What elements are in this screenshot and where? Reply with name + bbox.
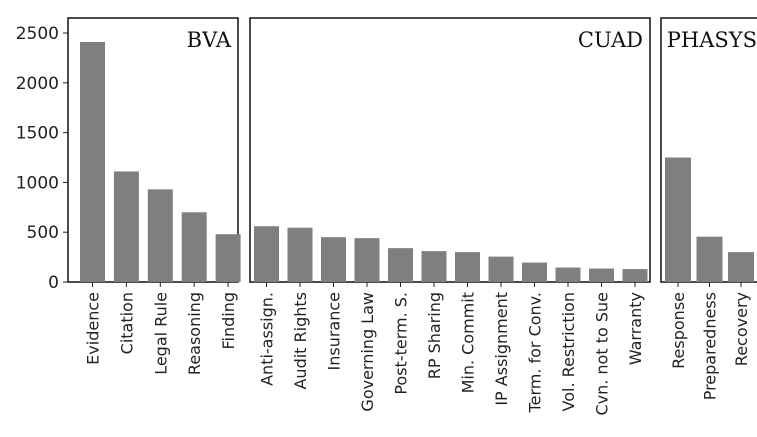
bar [665, 157, 691, 282]
y-axis: 0 500 1000 1500 2000 2500 [16, 24, 68, 293]
x-tick-label: Vol. Restriction [559, 292, 578, 411]
y-tick-label: 2500 [16, 24, 59, 44]
bar [555, 267, 581, 282]
x-tick-label: Anti-assign. [258, 292, 277, 386]
bar [728, 252, 754, 282]
x-tick-label: Governing Law [358, 292, 377, 412]
bar [321, 237, 346, 282]
bar [455, 252, 480, 282]
y-tick-label: 500 [27, 223, 59, 243]
bar [589, 268, 614, 282]
x-tick-label: Response [669, 292, 688, 369]
bar [522, 262, 547, 282]
bar [488, 256, 514, 282]
panel-title-bva: BVA [187, 28, 232, 52]
x-tick-label: Preparedness [701, 292, 720, 400]
y-tick-label: 1000 [16, 173, 59, 193]
panel-titles: BVA CUAD PHASYS [187, 28, 757, 52]
bar [254, 226, 279, 282]
x-tick-label: Insurance [325, 292, 344, 371]
bar [354, 238, 380, 282]
x-tick-label: Term. for Conv. [526, 292, 545, 413]
x-tick-label: Warranty [626, 292, 645, 365]
bar [181, 212, 207, 282]
bars [80, 41, 754, 282]
x-tick-label: Audit Rights [291, 292, 310, 390]
bar [388, 248, 413, 282]
y-tick-label: 0 [48, 273, 59, 293]
x-tick-label: RP Sharing [425, 292, 444, 379]
y-tick-label: 1500 [16, 124, 59, 144]
x-tick-label: Recovery [732, 292, 751, 366]
panel-title-cuad: CUAD [578, 28, 643, 52]
panel-frame-cuad [249, 17, 651, 283]
bar [622, 269, 648, 282]
x-tick-label: Legal Rule [151, 292, 170, 375]
bar [421, 251, 447, 282]
bar [147, 189, 173, 282]
x-tick-label: IP Assignment [492, 292, 511, 406]
x-tick-label: Finding [219, 292, 238, 350]
y-tick-label: 2000 [16, 74, 59, 94]
bar [287, 227, 313, 282]
x-tick-label: Post-term. S. [392, 292, 411, 395]
panel-title-phasys: PHASYS [667, 28, 757, 52]
x-tick-label: Reasoning [185, 292, 204, 375]
x-tick-label: Citation [117, 292, 136, 354]
x-tick-label: Cvn. not to Sue [593, 292, 612, 416]
x-tick-label: Evidence [84, 292, 103, 365]
x-tick-label: Min. Commit [459, 292, 478, 393]
bar [80, 41, 105, 282]
bar [113, 171, 139, 282]
bar [215, 234, 241, 282]
category-labels: Evidence Citation Legal Rule Reasoning Findi… [84, 282, 751, 416]
bar [696, 236, 723, 282]
